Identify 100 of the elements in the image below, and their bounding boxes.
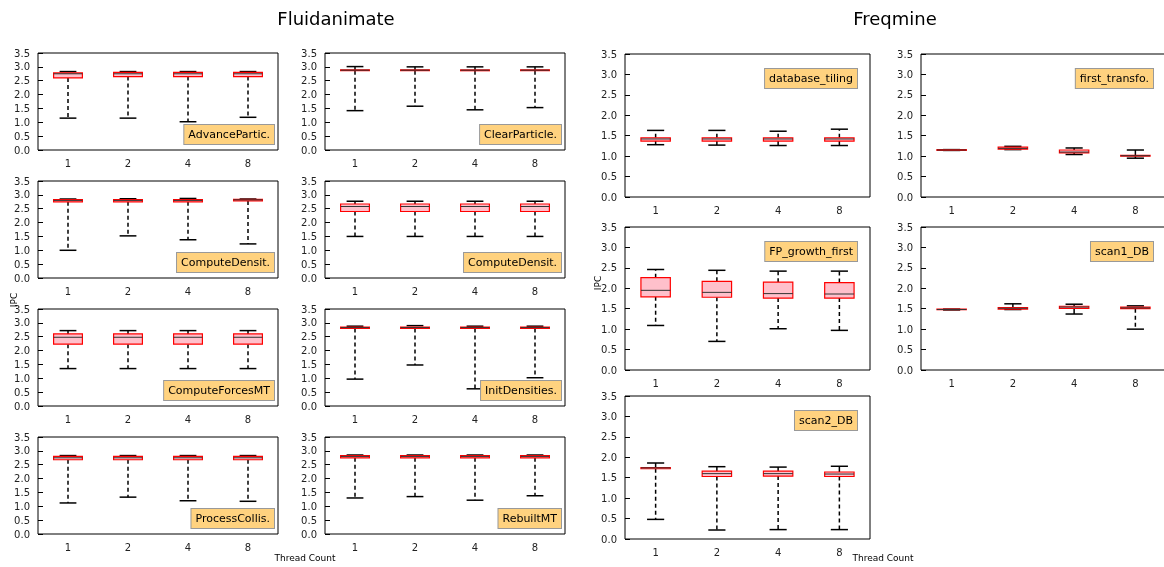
x-tick-label: 1 xyxy=(64,413,72,425)
annotation: FP_growth_first xyxy=(769,245,854,258)
y-tick-label: 2.0 xyxy=(897,282,913,294)
y-tick-label: 3.0 xyxy=(301,61,317,73)
chart-title: Freqmine xyxy=(853,7,937,29)
y-tick-label: 3.5 xyxy=(601,48,617,60)
x-tick-label: 2 xyxy=(1009,377,1017,389)
y-tick-label: 1.0 xyxy=(897,150,913,162)
y-tick-label: 2.5 xyxy=(301,203,317,215)
x-tick-label: 4 xyxy=(471,285,479,297)
y-tick-label: 1.5 xyxy=(14,486,30,498)
y-tick-label: 0.5 xyxy=(301,386,317,398)
x-tick-label: 1 xyxy=(652,546,659,558)
x-tick-label: 4 xyxy=(184,541,192,553)
y-tick-label: 0.5 xyxy=(897,344,913,356)
x-tick-label: 1 xyxy=(64,541,72,553)
y-tick-label: 2.0 xyxy=(14,473,30,485)
x-tick-label: 8 xyxy=(244,413,252,425)
y-tick-label: 3.5 xyxy=(601,221,617,233)
x-tick-label: 8 xyxy=(531,413,539,425)
y-tick-label: 2.0 xyxy=(301,473,317,485)
y-tick-label: 2.5 xyxy=(14,75,30,87)
y-tick-label: 0.0 xyxy=(601,533,617,545)
y-tick-label: 1.5 xyxy=(897,130,913,142)
x-tick-label: 2 xyxy=(124,413,132,425)
y-tick-label: 3.5 xyxy=(301,303,317,315)
y-tick-label: 1.5 xyxy=(601,303,617,315)
y-tick-label: 3.5 xyxy=(14,47,30,59)
x-tick-label: 4 xyxy=(774,377,782,389)
annotation: ComputeForcesMT xyxy=(168,384,271,397)
x-tick-label: 8 xyxy=(244,285,252,297)
chart-title: Fluidanimate xyxy=(277,7,395,29)
y-tick-label: 0.0 xyxy=(14,272,30,284)
x-tick-label: 8 xyxy=(1132,377,1139,389)
y-tick-label: 1.0 xyxy=(897,323,913,335)
y-tick-label: 2.0 xyxy=(601,282,617,294)
x-tick-label: 1 xyxy=(948,204,955,216)
y-tick-label: 2.5 xyxy=(301,331,317,343)
y-tick-label: 3.0 xyxy=(14,445,30,457)
y-tick-label: 3.5 xyxy=(14,175,30,187)
x-tick-label: 2 xyxy=(411,413,419,425)
y-tick-label: 1.5 xyxy=(301,358,317,370)
x-tick-label: 2 xyxy=(411,541,419,553)
y-tick-label: 0.0 xyxy=(301,272,317,284)
x-tick-label: 1 xyxy=(351,157,359,169)
x-tick-label: 4 xyxy=(184,285,192,297)
x-tick-label: 8 xyxy=(244,157,252,169)
annotation: ProcessCollis. xyxy=(195,512,271,525)
y-tick-label: 1.5 xyxy=(301,230,317,242)
y-tick-label: 0.5 xyxy=(14,258,30,270)
x-tick-label: 8 xyxy=(531,157,539,169)
y-tick-label: 0.0 xyxy=(301,144,317,156)
x-tick-label: 4 xyxy=(184,157,192,169)
annotation: AdvancePartic. xyxy=(188,128,270,141)
y-tick-label: 2.0 xyxy=(14,345,30,357)
y-tick-label: 3.0 xyxy=(14,189,30,201)
y-tick-label: 1.5 xyxy=(601,130,617,142)
y-tick-label: 1.0 xyxy=(14,244,30,256)
annotation: InitDensities. xyxy=(485,384,558,397)
y-tick-label: 3.5 xyxy=(897,48,913,60)
annotation: ClearParticle. xyxy=(484,128,558,141)
x-tick-label: 4 xyxy=(471,157,479,169)
y-tick-label: 1.5 xyxy=(301,486,317,498)
x-tick-label: 1 xyxy=(351,541,359,553)
y-tick-label: 0.0 xyxy=(897,364,913,376)
x-tick-label: 4 xyxy=(1070,377,1078,389)
x-tick-label: 1 xyxy=(948,377,955,389)
x-tick-label: 4 xyxy=(471,541,479,553)
y-tick-label: 3.5 xyxy=(601,390,617,402)
y-tick-label: 0.0 xyxy=(14,144,30,156)
y-tick-label: 0.5 xyxy=(601,344,617,356)
annotation: scan1_DB xyxy=(1094,245,1150,258)
y-tick-label: 0.5 xyxy=(14,514,30,526)
x-tick-label: 1 xyxy=(64,285,72,297)
y-tick-label: 1.5 xyxy=(601,472,617,484)
x-tick-label: 8 xyxy=(836,377,843,389)
y-tick-label: 0.5 xyxy=(301,130,317,142)
x-tick-label: 1 xyxy=(351,413,359,425)
y-tick-label: 2.5 xyxy=(897,262,913,274)
x-tick-label: 4 xyxy=(184,413,192,425)
annotation: database_tiling xyxy=(769,72,853,85)
y-tick-label: 0.5 xyxy=(301,258,317,270)
y-tick-label: 2.5 xyxy=(897,89,913,101)
y-tick-label: 2.5 xyxy=(14,459,30,471)
y-tick-label: 2.0 xyxy=(14,217,30,229)
y-tick-label: 2.5 xyxy=(601,431,617,443)
y-tick-label: 3.0 xyxy=(14,317,30,329)
x-tick-label: 2 xyxy=(713,377,721,389)
y-tick-label: 0.5 xyxy=(14,386,30,398)
y-tick-label: 2.0 xyxy=(301,345,317,357)
y-tick-label: 0.0 xyxy=(301,400,317,412)
y-tick-label: 1.5 xyxy=(14,358,30,370)
x-tick-label: 8 xyxy=(836,204,843,216)
x-tick-label: 1 xyxy=(652,204,659,216)
y-tick-label: 3.0 xyxy=(14,61,30,73)
y-tick-label: 0.0 xyxy=(14,400,30,412)
x-tick-label: 2 xyxy=(124,541,132,553)
x-tick-label: 4 xyxy=(774,546,782,558)
y-tick-label: 2.5 xyxy=(301,75,317,87)
y-tick-label: 1.5 xyxy=(897,303,913,315)
